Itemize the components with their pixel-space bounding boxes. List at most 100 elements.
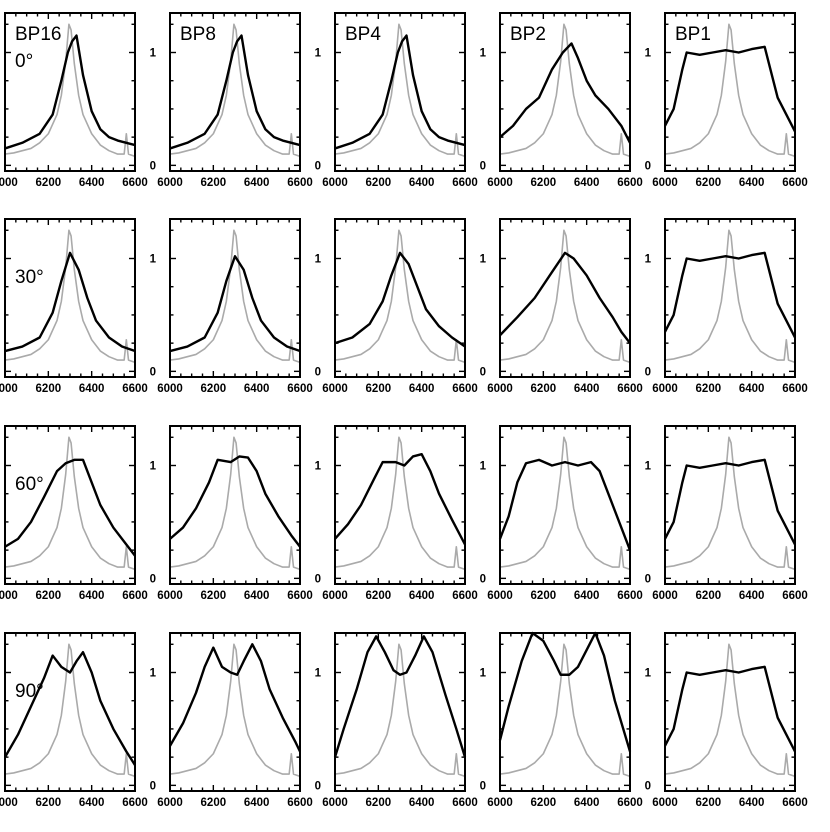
model-line: [663, 251, 797, 339]
panel-bp16-60: 6000 6200 6400 6600 60°: [0, 425, 148, 602]
reference-line: [334, 436, 466, 571]
x-tick-label: 6200: [366, 590, 392, 602]
panel-bp16-30: 6000 6200 6400 6600 30°: [0, 218, 148, 395]
x-tick-label: 6600: [287, 383, 313, 395]
panel-bp2-60: 6000 6200 6400 6600 0 1: [480, 425, 643, 602]
y-tick-label: 0: [150, 366, 156, 378]
y-tick-label: 1: [315, 461, 322, 473]
x-tick-label: 6400: [79, 797, 105, 809]
model-line: [168, 643, 302, 753]
panel-bp8-90: 6000 6200 6400 6600 0 1: [150, 632, 313, 809]
panel-bp16-0: 6000 6200 6400 6600 BP16 0°: [0, 12, 148, 189]
x-tick-label: 6000: [157, 797, 183, 809]
x-tick-label: 6400: [574, 590, 600, 602]
x-tick-label: 6600: [452, 590, 478, 602]
model-line: [499, 42, 632, 144]
model-line: [663, 458, 797, 546]
x-tick-label: 6000: [652, 383, 678, 395]
x-tick-label: 6400: [739, 177, 765, 189]
model-line: [169, 455, 301, 548]
x-tick-label: 6600: [122, 797, 148, 809]
model-line: [169, 34, 301, 150]
y-tick-label: 0: [645, 160, 651, 172]
x-tick-label: 6000: [0, 590, 18, 602]
panel-frame: [4, 218, 136, 378]
y-tick-label: 0: [150, 160, 156, 172]
x-tick-label: 6400: [79, 177, 105, 189]
reference-line: [499, 436, 631, 571]
panel-frame: [4, 425, 136, 585]
x-tick-label: 6600: [122, 590, 148, 602]
panel-bp16-90: 6000 6200 6400 6600 90°: [0, 632, 148, 809]
x-tick-label: 6600: [782, 383, 808, 395]
panel-frame: [169, 218, 301, 378]
x-tick-label: 6200: [531, 590, 557, 602]
x-tick-label: 6200: [36, 383, 62, 395]
reference-line: [664, 229, 796, 364]
y-tick-label: 1: [480, 48, 487, 60]
x-tick-label: 6400: [409, 797, 435, 809]
panel-bp1-90: 6000 6200 6400 6600 0 1: [645, 632, 808, 809]
x-tick-label: 6400: [574, 177, 600, 189]
model-line: [4, 458, 136, 557]
column-title: BP2: [510, 24, 546, 45]
y-tick-label: 1: [150, 48, 157, 60]
y-tick-label: 1: [480, 461, 487, 473]
reference-line: [169, 23, 301, 158]
panel-bp2-0: 6000 6200 6400 6600 0 1 BP2: [480, 12, 643, 189]
x-tick-label: 6000: [487, 797, 513, 809]
panel-frame: [499, 632, 631, 792]
panels-layer: 6000620064006600BP160°600062006400660001…: [0, 12, 808, 809]
x-tick-label: 6000: [652, 797, 678, 809]
x-tick-label: 6200: [201, 797, 227, 809]
reference-line: [4, 229, 136, 364]
x-tick-label: 6000: [157, 383, 183, 395]
x-tick-label: 6200: [531, 177, 557, 189]
model-line: [334, 34, 466, 150]
reference-line: [664, 643, 796, 778]
panel-bp1-30: 6000 6200 6400 6600 0 1: [645, 218, 808, 395]
column-title: BP1: [675, 24, 711, 45]
x-tick-label: 6000: [652, 177, 678, 189]
x-tick-label: 6000: [487, 383, 513, 395]
x-tick-label: 6600: [452, 797, 478, 809]
x-tick-label: 6600: [287, 177, 313, 189]
model-line: [169, 255, 301, 353]
y-tick-label: 1: [645, 668, 652, 680]
x-tick-label: 6400: [574, 383, 600, 395]
x-tick-label: 6600: [782, 590, 808, 602]
y-tick-label: 0: [645, 780, 651, 792]
y-tick-label: 1: [480, 254, 487, 266]
x-tick-label: 6600: [287, 590, 313, 602]
x-tick-label: 6000: [0, 177, 18, 189]
panel-frame: [499, 218, 631, 378]
x-tick-label: 6000: [487, 590, 513, 602]
y-tick-label: 1: [315, 668, 322, 680]
x-tick-label: 6400: [79, 590, 105, 602]
panel-bp8-30: 6000 6200 6400 6600 0 1: [150, 218, 313, 395]
y-tick-label: 1: [645, 48, 652, 60]
y-tick-label: 1: [150, 668, 157, 680]
x-tick-label: 6000: [0, 383, 18, 395]
x-tick-label: 6400: [244, 383, 270, 395]
reference-line: [499, 643, 631, 778]
x-tick-label: 6000: [322, 177, 348, 189]
reference-line: [4, 436, 136, 571]
panel-frame: [169, 425, 301, 585]
x-tick-label: 6600: [782, 177, 808, 189]
panel-bp8-60: 6000 6200 6400 6600 0 1: [150, 425, 313, 602]
x-tick-label: 6000: [487, 177, 513, 189]
row-angle-label: 30°: [15, 267, 44, 288]
y-tick-label: 1: [150, 461, 157, 473]
x-tick-label: 6200: [531, 383, 557, 395]
reference-line: [169, 643, 301, 778]
reference-line: [4, 23, 136, 158]
panel-bp4-30: 6000 6200 6400 6600 0 1: [315, 218, 478, 395]
panel-frame: [4, 632, 136, 792]
y-tick-label: 0: [315, 780, 321, 792]
x-tick-label: 6000: [652, 590, 678, 602]
row-angle-label: 60°: [15, 474, 44, 495]
model-line: [663, 45, 797, 133]
x-tick-label: 6400: [409, 177, 435, 189]
